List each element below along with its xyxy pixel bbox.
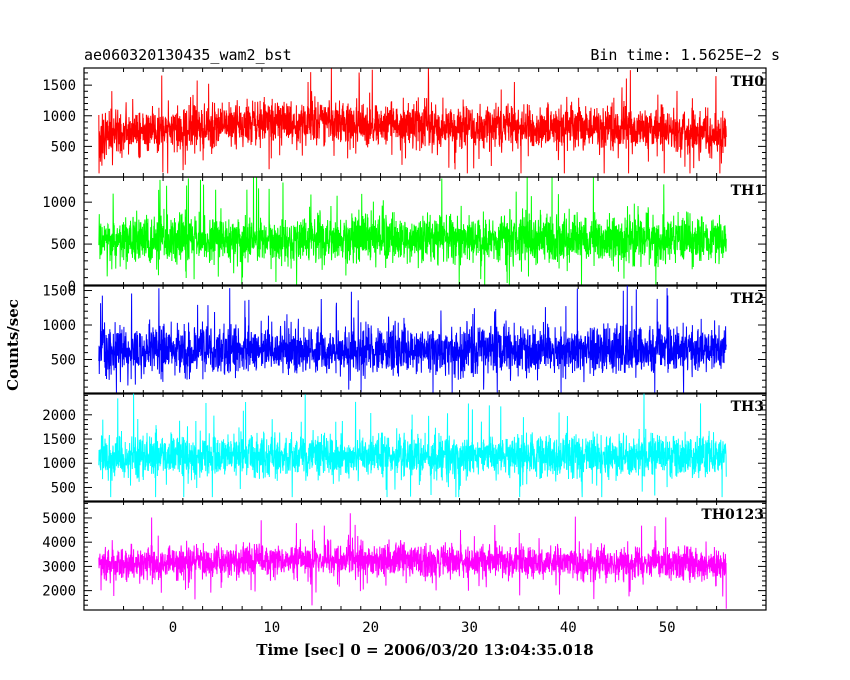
x-tick-label: 50 [659, 620, 676, 636]
x-tick-label: 30 [461, 620, 478, 636]
y-tick-label: 1500 [42, 432, 76, 448]
y-tick-label: 500 [51, 353, 76, 369]
y-tick-label: 1000 [42, 195, 76, 211]
x-tick-label: 40 [560, 620, 577, 636]
y-tick-label: 500 [51, 139, 76, 155]
y-tick-label: 1000 [42, 456, 76, 472]
y-tick-label: 2000 [42, 408, 76, 424]
panel-th2: 500 1000 1500 TH2 [42, 284, 767, 395]
series-th1 [98, 177, 727, 286]
panel-frame [83, 284, 767, 395]
series-th2 [98, 285, 727, 393]
y-tick-label: 4000 [42, 535, 76, 551]
y-tick-label: 1500 [42, 284, 76, 300]
plot-title: ae060320130435_wam2_bst [84, 46, 292, 64]
x-tick-label: 20 [362, 620, 379, 636]
panel-frame [83, 392, 767, 503]
panel-label: TH0123 [701, 507, 764, 523]
panel-frame [83, 176, 767, 287]
bin-time-label: Bin time: 1.5625E−2 s [590, 46, 780, 64]
y-tick-label: 1500 [42, 78, 76, 94]
panel-th0123: 2000 3000 4000 5000 TH0123 [42, 500, 767, 611]
series-th3 [98, 393, 727, 498]
x-axis-label: Time [sec] 0 = 2006/03/20 13:04:35.018 [256, 641, 593, 659]
y-tick-label: 1000 [42, 109, 76, 125]
y-tick-label: 1000 [42, 318, 76, 334]
series-th0 [98, 68, 727, 174]
y-tick-label: 500 [51, 480, 76, 496]
panel-label: TH1 [731, 183, 764, 199]
panel-th0: 500 1000 1500 TH0 [42, 67, 767, 178]
y-tick-label: 500 [51, 237, 76, 253]
x-tick-label: 0 [169, 620, 177, 636]
panel-frame [83, 500, 767, 611]
y-tick-label: 3000 [42, 559, 76, 575]
series-th0123 [98, 513, 727, 609]
panel-label: TH2 [731, 291, 764, 307]
panel-th1: 0 500 1000 TH1 [42, 176, 767, 295]
x-tick-label: 10 [263, 620, 280, 636]
panel-th3: 500 1000 1500 2000 TH3 [42, 392, 767, 503]
y-axis-label: Counts/sec [4, 299, 22, 391]
panel-label: TH0 [731, 74, 765, 90]
panel-label: TH3 [731, 399, 764, 415]
y-tick-label: 5000 [42, 511, 76, 527]
y-tick-label: 2000 [42, 584, 76, 600]
y-tick-label: 0 [68, 279, 76, 295]
